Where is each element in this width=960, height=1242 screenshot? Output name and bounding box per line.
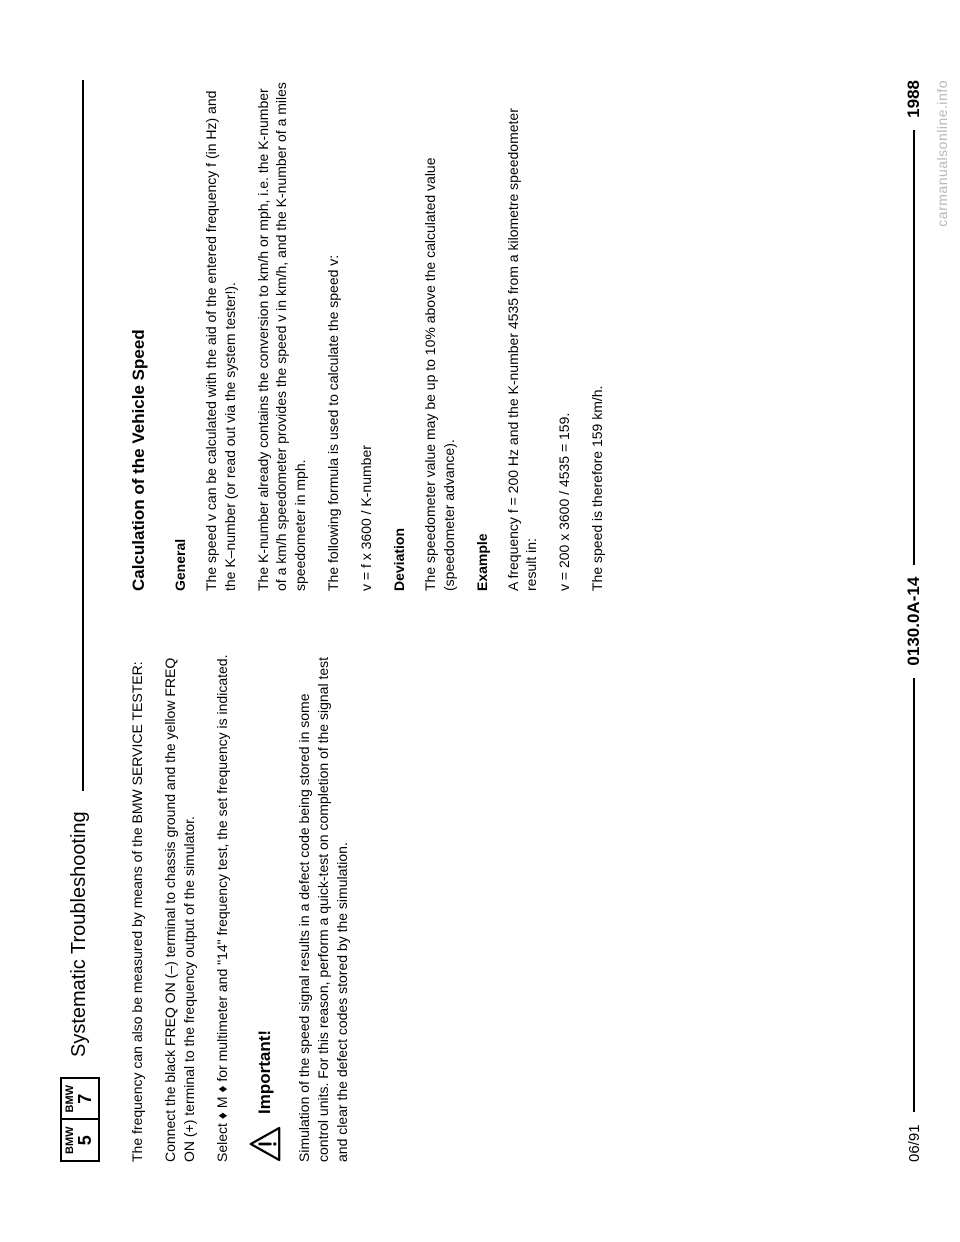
formula: v = f x 3600 / K-number <box>357 80 376 591</box>
logo-num-5: 5 <box>76 1127 96 1155</box>
footer-row: 06/91 0130.0A-14 1988 <box>904 80 924 1162</box>
logo-box-5: BMW 5 <box>60 1119 100 1163</box>
right-column: Calculation of the Vehicle Speed General… <box>128 80 621 591</box>
para: The speed v can be calculated with the a… <box>202 80 240 591</box>
header-rule <box>82 80 84 791</box>
para: The following formula is used to calcula… <box>324 80 343 591</box>
watermark: carmanualsonline.info <box>934 80 950 227</box>
subhead-general: General <box>171 80 190 591</box>
para: v = 200 x 3600 / 4535 = 159. <box>555 80 574 591</box>
para: Connect the black FREQ ON (–) terminal t… <box>161 651 199 1162</box>
para: Select ♦ M ♦ for multimeter and "14" fre… <box>213 651 232 1162</box>
section-title: Calculation of the Vehicle Speed <box>128 80 151 591</box>
content-area: BMW 5 BMW 7 Systematic Troubleshooting T… <box>0 0 960 1242</box>
page: BMW 5 BMW 7 Systematic Troubleshooting T… <box>0 0 960 1242</box>
para: Simulation of the speed signal results i… <box>295 651 352 1162</box>
subhead-deviation: Deviation <box>390 80 409 591</box>
footer-rule <box>913 130 915 565</box>
footer-year: 1988 <box>904 80 924 118</box>
left-column: The frequency can also be measured by me… <box>128 651 621 1162</box>
important-row: Important! <box>249 651 281 1162</box>
columns: The frequency can also be measured by me… <box>128 80 621 1162</box>
para: The K-number already contains the conver… <box>254 80 311 591</box>
header-row: BMW 5 BMW 7 Systematic Troubleshooting <box>60 80 100 1162</box>
para: The frequency can also be measured by me… <box>128 651 147 1162</box>
warning-icon <box>249 1126 281 1162</box>
important-label: Important! <box>254 1030 277 1114</box>
logo-boxes: BMW 5 BMW 7 <box>60 1077 100 1162</box>
para: The speedometer value may be up to 10% a… <box>421 80 459 591</box>
logo-num-7: 7 <box>76 1085 96 1113</box>
footer-code: 0130.0A-14 <box>904 577 924 666</box>
footer-rule <box>913 678 915 1113</box>
para: A frequency f = 200 Hz and the K-number … <box>504 80 542 591</box>
header-title: Systematic Troubleshooting <box>68 811 91 1057</box>
footer-date: 06/91 <box>906 1124 923 1162</box>
logo-box-7: BMW 7 <box>60 1077 100 1119</box>
para: The speed is therefore 159 km/h. <box>588 80 607 591</box>
subhead-example: Example <box>473 80 492 591</box>
